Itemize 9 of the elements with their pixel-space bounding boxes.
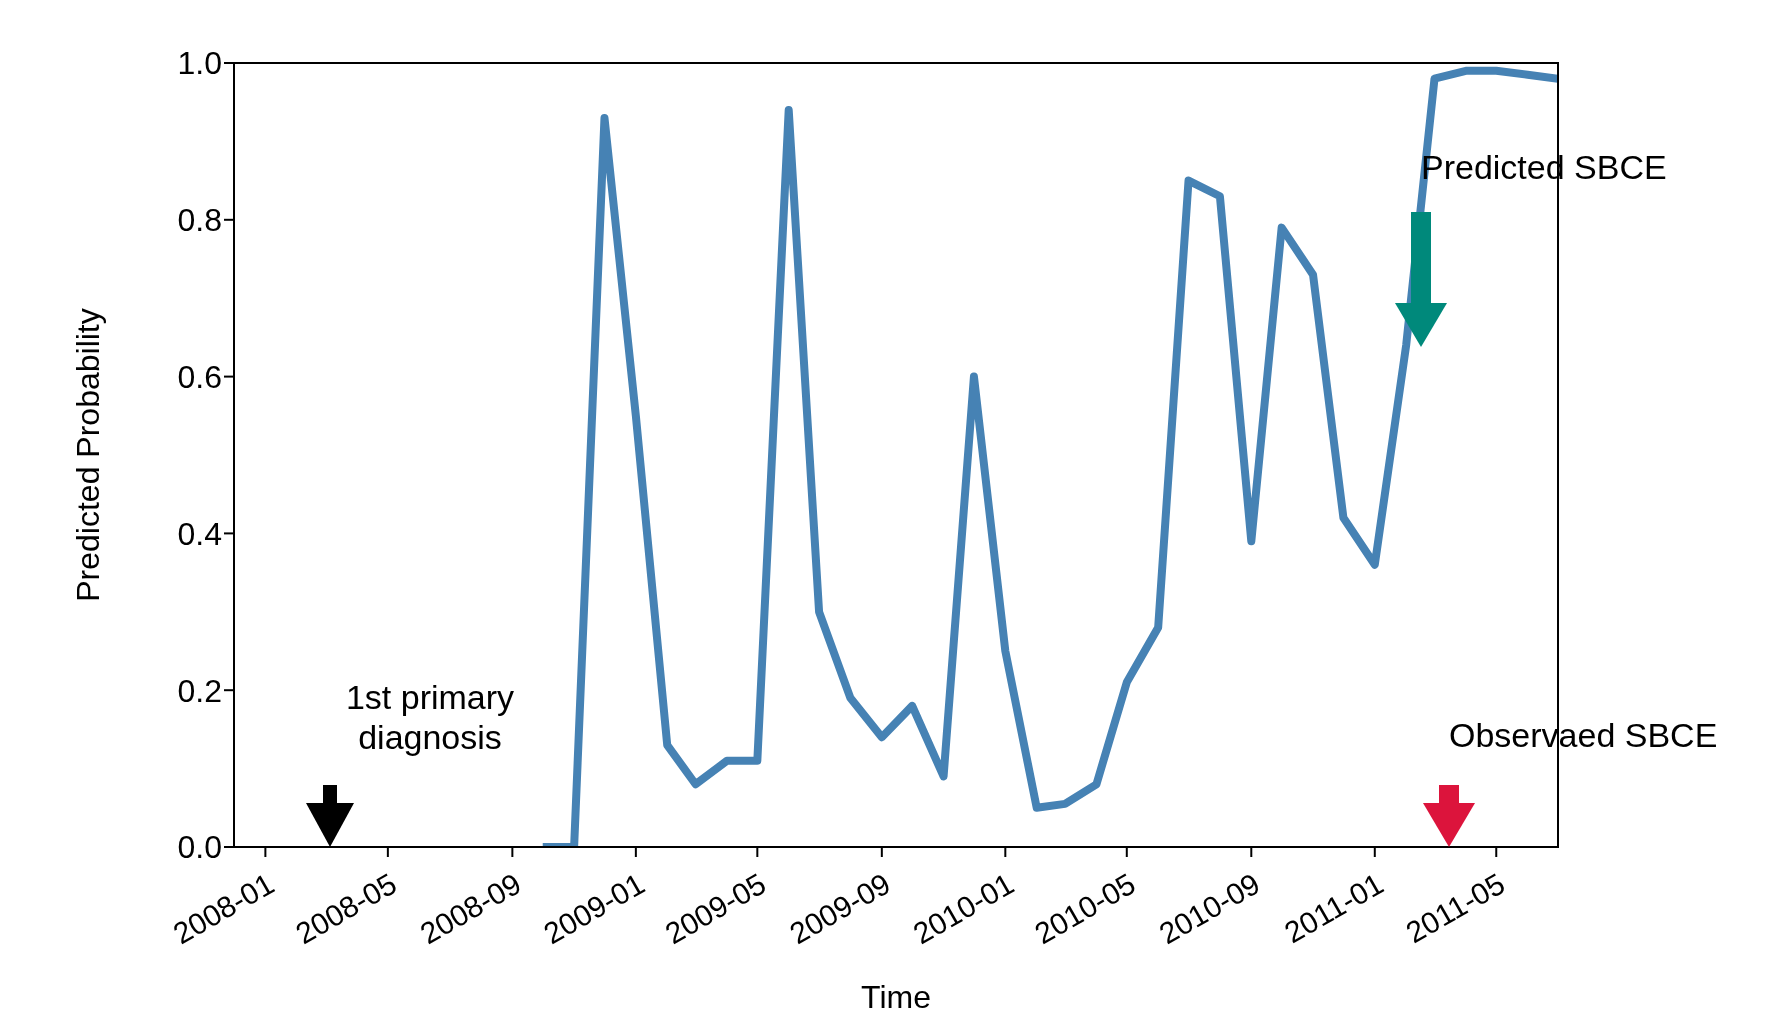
y-tick-label: 0.4 bbox=[177, 515, 222, 552]
y-axis-title: Predicted Probability bbox=[70, 308, 107, 602]
y-tick-label: 0.6 bbox=[177, 358, 222, 395]
y-tick-label: 0.0 bbox=[177, 829, 222, 866]
y-tick-label: 0.8 bbox=[177, 202, 222, 239]
y-tick-label: 0.2 bbox=[177, 672, 222, 709]
y-tick-label: 1.0 bbox=[177, 45, 222, 82]
annotation: 1st primary diagnosis bbox=[345, 678, 515, 756]
x-axis-title: Time bbox=[861, 979, 931, 1015]
